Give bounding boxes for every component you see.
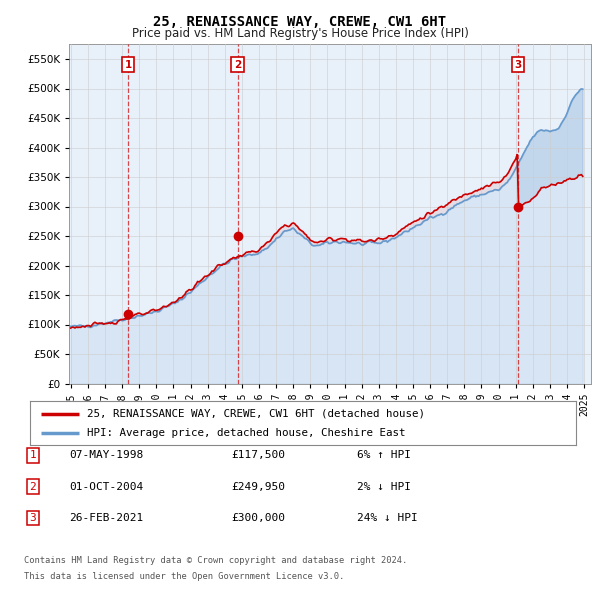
Text: 6% ↑ HPI: 6% ↑ HPI xyxy=(357,451,411,460)
Text: £117,500: £117,500 xyxy=(231,451,285,460)
Text: 2% ↓ HPI: 2% ↓ HPI xyxy=(357,482,411,491)
Text: £300,000: £300,000 xyxy=(231,513,285,523)
Text: 3: 3 xyxy=(29,513,37,523)
Text: Price paid vs. HM Land Registry's House Price Index (HPI): Price paid vs. HM Land Registry's House … xyxy=(131,27,469,40)
Text: 2: 2 xyxy=(234,60,241,70)
Text: Contains HM Land Registry data © Crown copyright and database right 2024.: Contains HM Land Registry data © Crown c… xyxy=(24,556,407,565)
Text: 01-OCT-2004: 01-OCT-2004 xyxy=(69,482,143,491)
Text: 2: 2 xyxy=(29,482,37,491)
Text: 07-MAY-1998: 07-MAY-1998 xyxy=(69,451,143,460)
Text: 3: 3 xyxy=(515,60,522,70)
Text: 25, RENAISSANCE WAY, CREWE, CW1 6HT (detached house): 25, RENAISSANCE WAY, CREWE, CW1 6HT (det… xyxy=(88,409,425,418)
Text: 26-FEB-2021: 26-FEB-2021 xyxy=(69,513,143,523)
Text: 24% ↓ HPI: 24% ↓ HPI xyxy=(357,513,418,523)
Text: 1: 1 xyxy=(29,451,37,460)
Text: HPI: Average price, detached house, Cheshire East: HPI: Average price, detached house, Ches… xyxy=(88,428,406,438)
Text: 25, RENAISSANCE WAY, CREWE, CW1 6HT: 25, RENAISSANCE WAY, CREWE, CW1 6HT xyxy=(154,15,446,29)
Text: £249,950: £249,950 xyxy=(231,482,285,491)
Text: 1: 1 xyxy=(124,60,131,70)
Text: This data is licensed under the Open Government Licence v3.0.: This data is licensed under the Open Gov… xyxy=(24,572,344,581)
